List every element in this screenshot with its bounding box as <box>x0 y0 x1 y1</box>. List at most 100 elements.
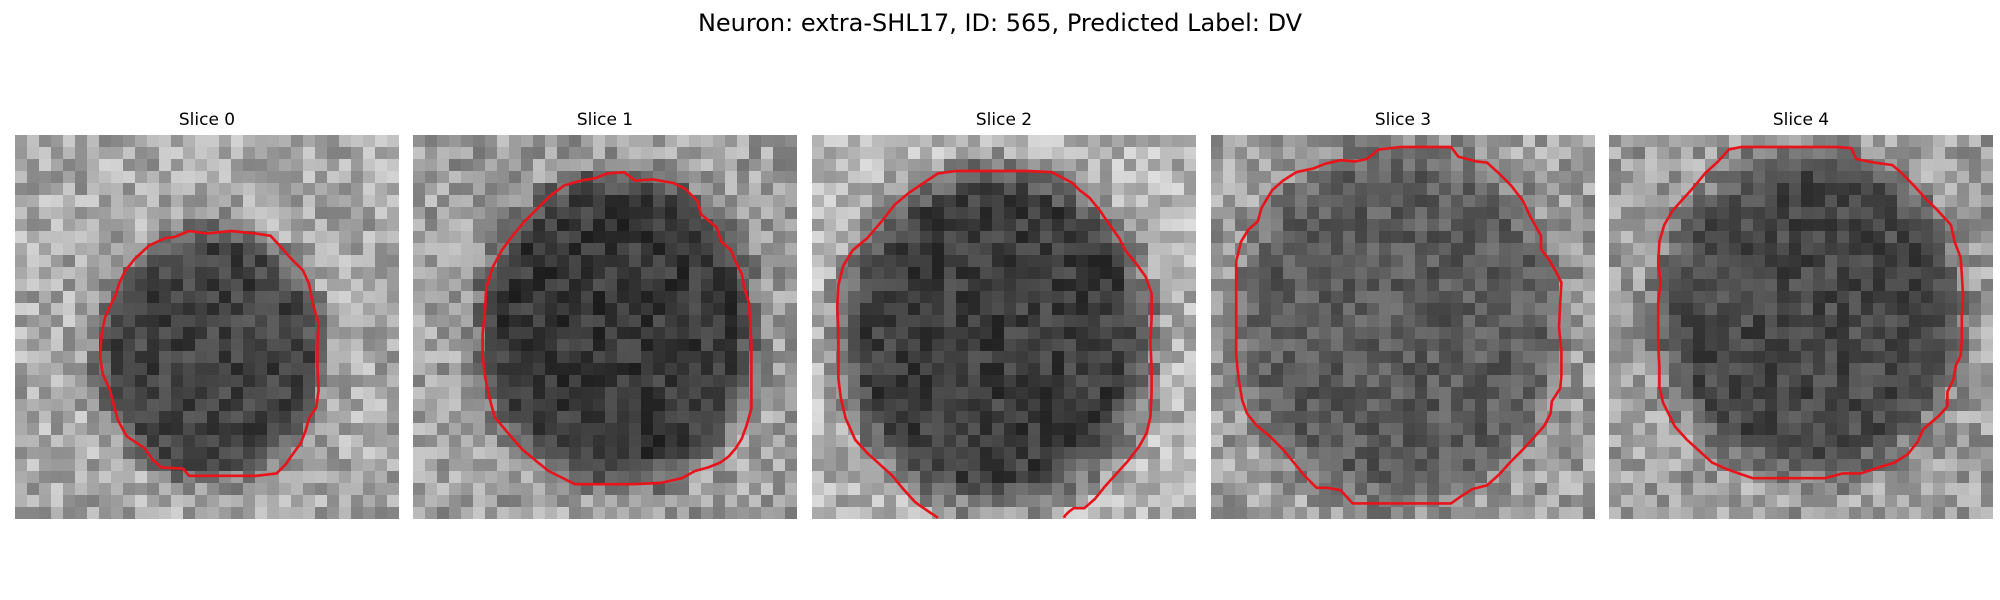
pixel <box>1391 243 1404 256</box>
pixel <box>1028 195 1041 208</box>
pixel <box>1247 375 1260 388</box>
pixel <box>1813 435 1826 448</box>
pixel <box>135 171 148 184</box>
pixel <box>1511 435 1524 448</box>
pixel <box>1355 291 1368 304</box>
pixel <box>1583 255 1595 268</box>
pixel <box>255 303 268 316</box>
pixel <box>461 483 474 496</box>
pixel <box>1559 183 1572 196</box>
pixel <box>15 363 28 376</box>
pixel <box>1367 255 1380 268</box>
pixel <box>1391 495 1404 508</box>
pixel <box>291 411 304 424</box>
pixel <box>701 231 714 244</box>
pixel <box>425 399 438 412</box>
pixel <box>884 495 897 508</box>
pixel <box>1981 375 1993 388</box>
pixel <box>1184 423 1196 436</box>
pixel <box>363 411 376 424</box>
pixel <box>1511 399 1524 412</box>
pixel <box>1813 351 1826 364</box>
pixel <box>1028 459 1041 472</box>
pixel <box>896 255 909 268</box>
pixel <box>75 195 88 208</box>
pixel <box>473 255 486 268</box>
pixel <box>1523 495 1536 508</box>
pixel <box>171 399 184 412</box>
pixel <box>351 171 364 184</box>
pixel <box>1705 255 1718 268</box>
pixel <box>1547 375 1560 388</box>
pixel <box>27 171 40 184</box>
pixel <box>992 135 1005 148</box>
pixel <box>1511 483 1524 496</box>
pixel <box>449 387 462 400</box>
pixel <box>183 387 196 400</box>
pixel <box>1861 399 1874 412</box>
pixel <box>231 231 244 244</box>
pixel <box>1112 267 1125 280</box>
pixel <box>159 219 172 232</box>
pixel <box>279 423 292 436</box>
pixel <box>351 159 364 172</box>
pixel <box>1669 399 1682 412</box>
pixel <box>1609 339 1622 352</box>
pixel <box>884 447 897 460</box>
pixel <box>1343 411 1356 424</box>
pixel <box>1307 447 1320 460</box>
pixel <box>761 291 774 304</box>
pixel <box>1160 207 1173 220</box>
pixel <box>1753 219 1766 232</box>
pixel <box>1271 339 1284 352</box>
pixel <box>713 171 726 184</box>
pixel <box>593 399 606 412</box>
pixel <box>1511 507 1524 519</box>
pixel <box>1415 279 1428 292</box>
pixel <box>569 159 582 172</box>
pixel <box>1160 411 1173 424</box>
pixel <box>1040 423 1053 436</box>
pixel <box>1223 267 1236 280</box>
pixel <box>63 267 76 280</box>
pixel <box>605 147 618 160</box>
pixel <box>725 267 738 280</box>
pixel <box>749 243 762 256</box>
pixel <box>497 387 510 400</box>
pixel <box>351 279 364 292</box>
pixel <box>557 159 570 172</box>
pixel <box>872 399 885 412</box>
pixel <box>569 435 582 448</box>
pixel <box>749 159 762 172</box>
contour-outline-1 <box>481 170 753 486</box>
pixel <box>1148 243 1161 256</box>
pixel <box>836 183 849 196</box>
pixel <box>677 423 690 436</box>
pixel <box>1040 327 1053 340</box>
pixel <box>1789 399 1802 412</box>
pixel <box>1112 375 1125 388</box>
pixel <box>1076 255 1089 268</box>
pixel <box>1741 255 1754 268</box>
pixel <box>1223 255 1236 268</box>
pixel <box>473 435 486 448</box>
pixel <box>1621 135 1634 148</box>
pixel <box>375 195 388 208</box>
pixel <box>761 267 774 280</box>
pixel <box>533 387 546 400</box>
pixel <box>968 327 981 340</box>
pixel <box>737 183 750 196</box>
pixel <box>1669 459 1682 472</box>
pixel <box>1633 231 1646 244</box>
pixel <box>413 135 426 148</box>
pixel <box>171 135 184 148</box>
pixel <box>1753 147 1766 160</box>
pixel <box>593 339 606 352</box>
pixel <box>375 291 388 304</box>
pixel <box>1403 315 1416 328</box>
pixel <box>51 159 64 172</box>
pixel <box>1741 267 1754 280</box>
pixel <box>713 447 726 460</box>
pixel <box>1331 303 1344 316</box>
pixel <box>1547 243 1560 256</box>
